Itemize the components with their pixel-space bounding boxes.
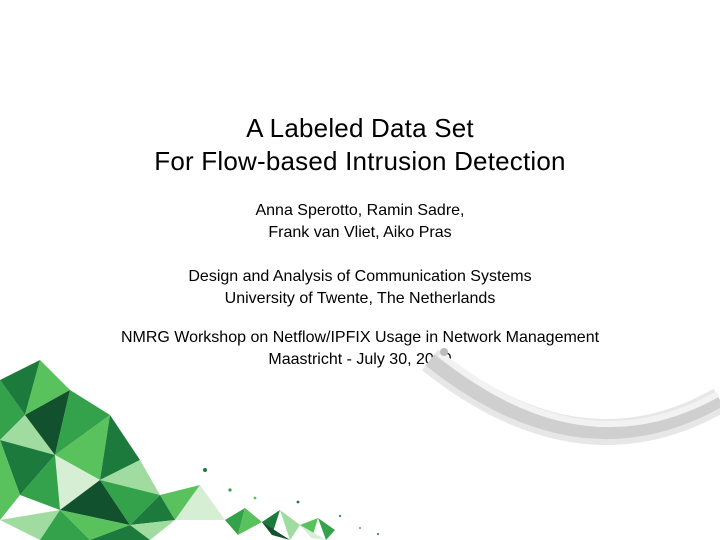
authors-block: Anna Sperotto, Ramin Sadre, Frank van Vl… <box>0 200 720 243</box>
title-line-2: For Flow-based Intrusion Detection <box>0 145 720 178</box>
affiliation-block: Design and Analysis of Communication Sys… <box>0 266 720 309</box>
affiliation-line-2: University of Twente, The Netherlands <box>0 288 720 310</box>
venue-line-1: NMRG Workshop on Netflow/IPFIX Usage in … <box>0 327 720 349</box>
title-block: A Labeled Data Set For Flow-based Intrus… <box>0 112 720 177</box>
venue-line-2: Maastricht - July 30, 2010 <box>0 349 720 371</box>
title-line-1: A Labeled Data Set <box>0 112 720 145</box>
authors-line-2: Frank van Vliet, Aiko Pras <box>0 222 720 244</box>
affiliation-line-1: Design and Analysis of Communication Sys… <box>0 266 720 288</box>
polygon-cluster-icon <box>0 360 379 540</box>
slide: A Labeled Data Set For Flow-based Intrus… <box>0 0 720 540</box>
venue-block: NMRG Workshop on Netflow/IPFIX Usage in … <box>0 327 720 370</box>
authors-line-1: Anna Sperotto, Ramin Sadre, <box>0 200 720 222</box>
